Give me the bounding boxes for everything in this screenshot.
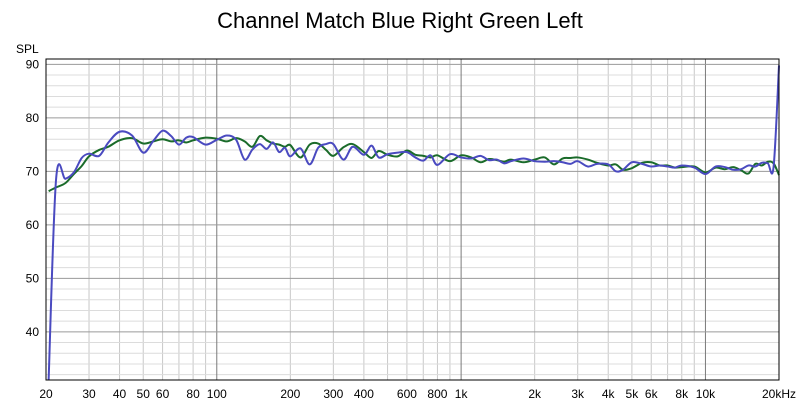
x-tick-label: 1k	[455, 387, 469, 401]
plot-frame	[45, 58, 780, 381]
x-tick-label: 80	[186, 387, 200, 401]
x-tick-label: 60	[156, 387, 170, 401]
x-tick-label: 2k	[528, 387, 542, 401]
x-tick-label: 800	[427, 387, 447, 401]
x-tick-label: 40	[113, 387, 127, 401]
x-tick-label: 20	[39, 387, 53, 401]
chart-title: Channel Match Blue Right Green Left	[217, 8, 583, 33]
y-tick-label: 50	[26, 271, 40, 285]
y-tick-label: 80	[26, 111, 40, 125]
x-tick-label: 5k	[626, 387, 640, 401]
x-tick-label: 600	[397, 387, 417, 401]
x-tick-label: 30	[82, 387, 96, 401]
x-tick-label: 100	[207, 387, 227, 401]
x-tick-label: 50	[137, 387, 151, 401]
series-layer	[47, 65, 780, 381]
y-tick-label: 90	[26, 57, 40, 71]
y-axis-label: SPL	[16, 42, 39, 56]
x-tick-label: 300	[323, 387, 343, 401]
plot-background	[46, 59, 779, 380]
y-tick-labels: 90 80 70 60 50 40	[26, 57, 40, 339]
x-tick-label: 4k	[602, 387, 616, 401]
x-tick-label: 3k	[571, 387, 585, 401]
x-tick-label: 6k	[645, 387, 659, 401]
series-line-2	[47, 65, 780, 381]
minor-grid	[46, 59, 779, 380]
y-tick-label: 70	[26, 164, 40, 178]
y-tick-label: 40	[26, 325, 40, 339]
x-tick-label: 400	[354, 387, 374, 401]
x-tick-label: 200	[280, 387, 300, 401]
x-tick-label: 10k	[696, 387, 716, 401]
major-grid	[46, 59, 779, 380]
x-tick-label: 20kHz	[762, 387, 796, 401]
y-tick-label: 60	[26, 218, 40, 232]
series-line-1	[48, 134, 780, 193]
x-tick-labels: 20 30 40 50 60 80 100 200 300 400 600 800 1k 2k 3k 4k 5k…	[39, 387, 796, 401]
x-tick-label: 8k	[675, 387, 689, 401]
